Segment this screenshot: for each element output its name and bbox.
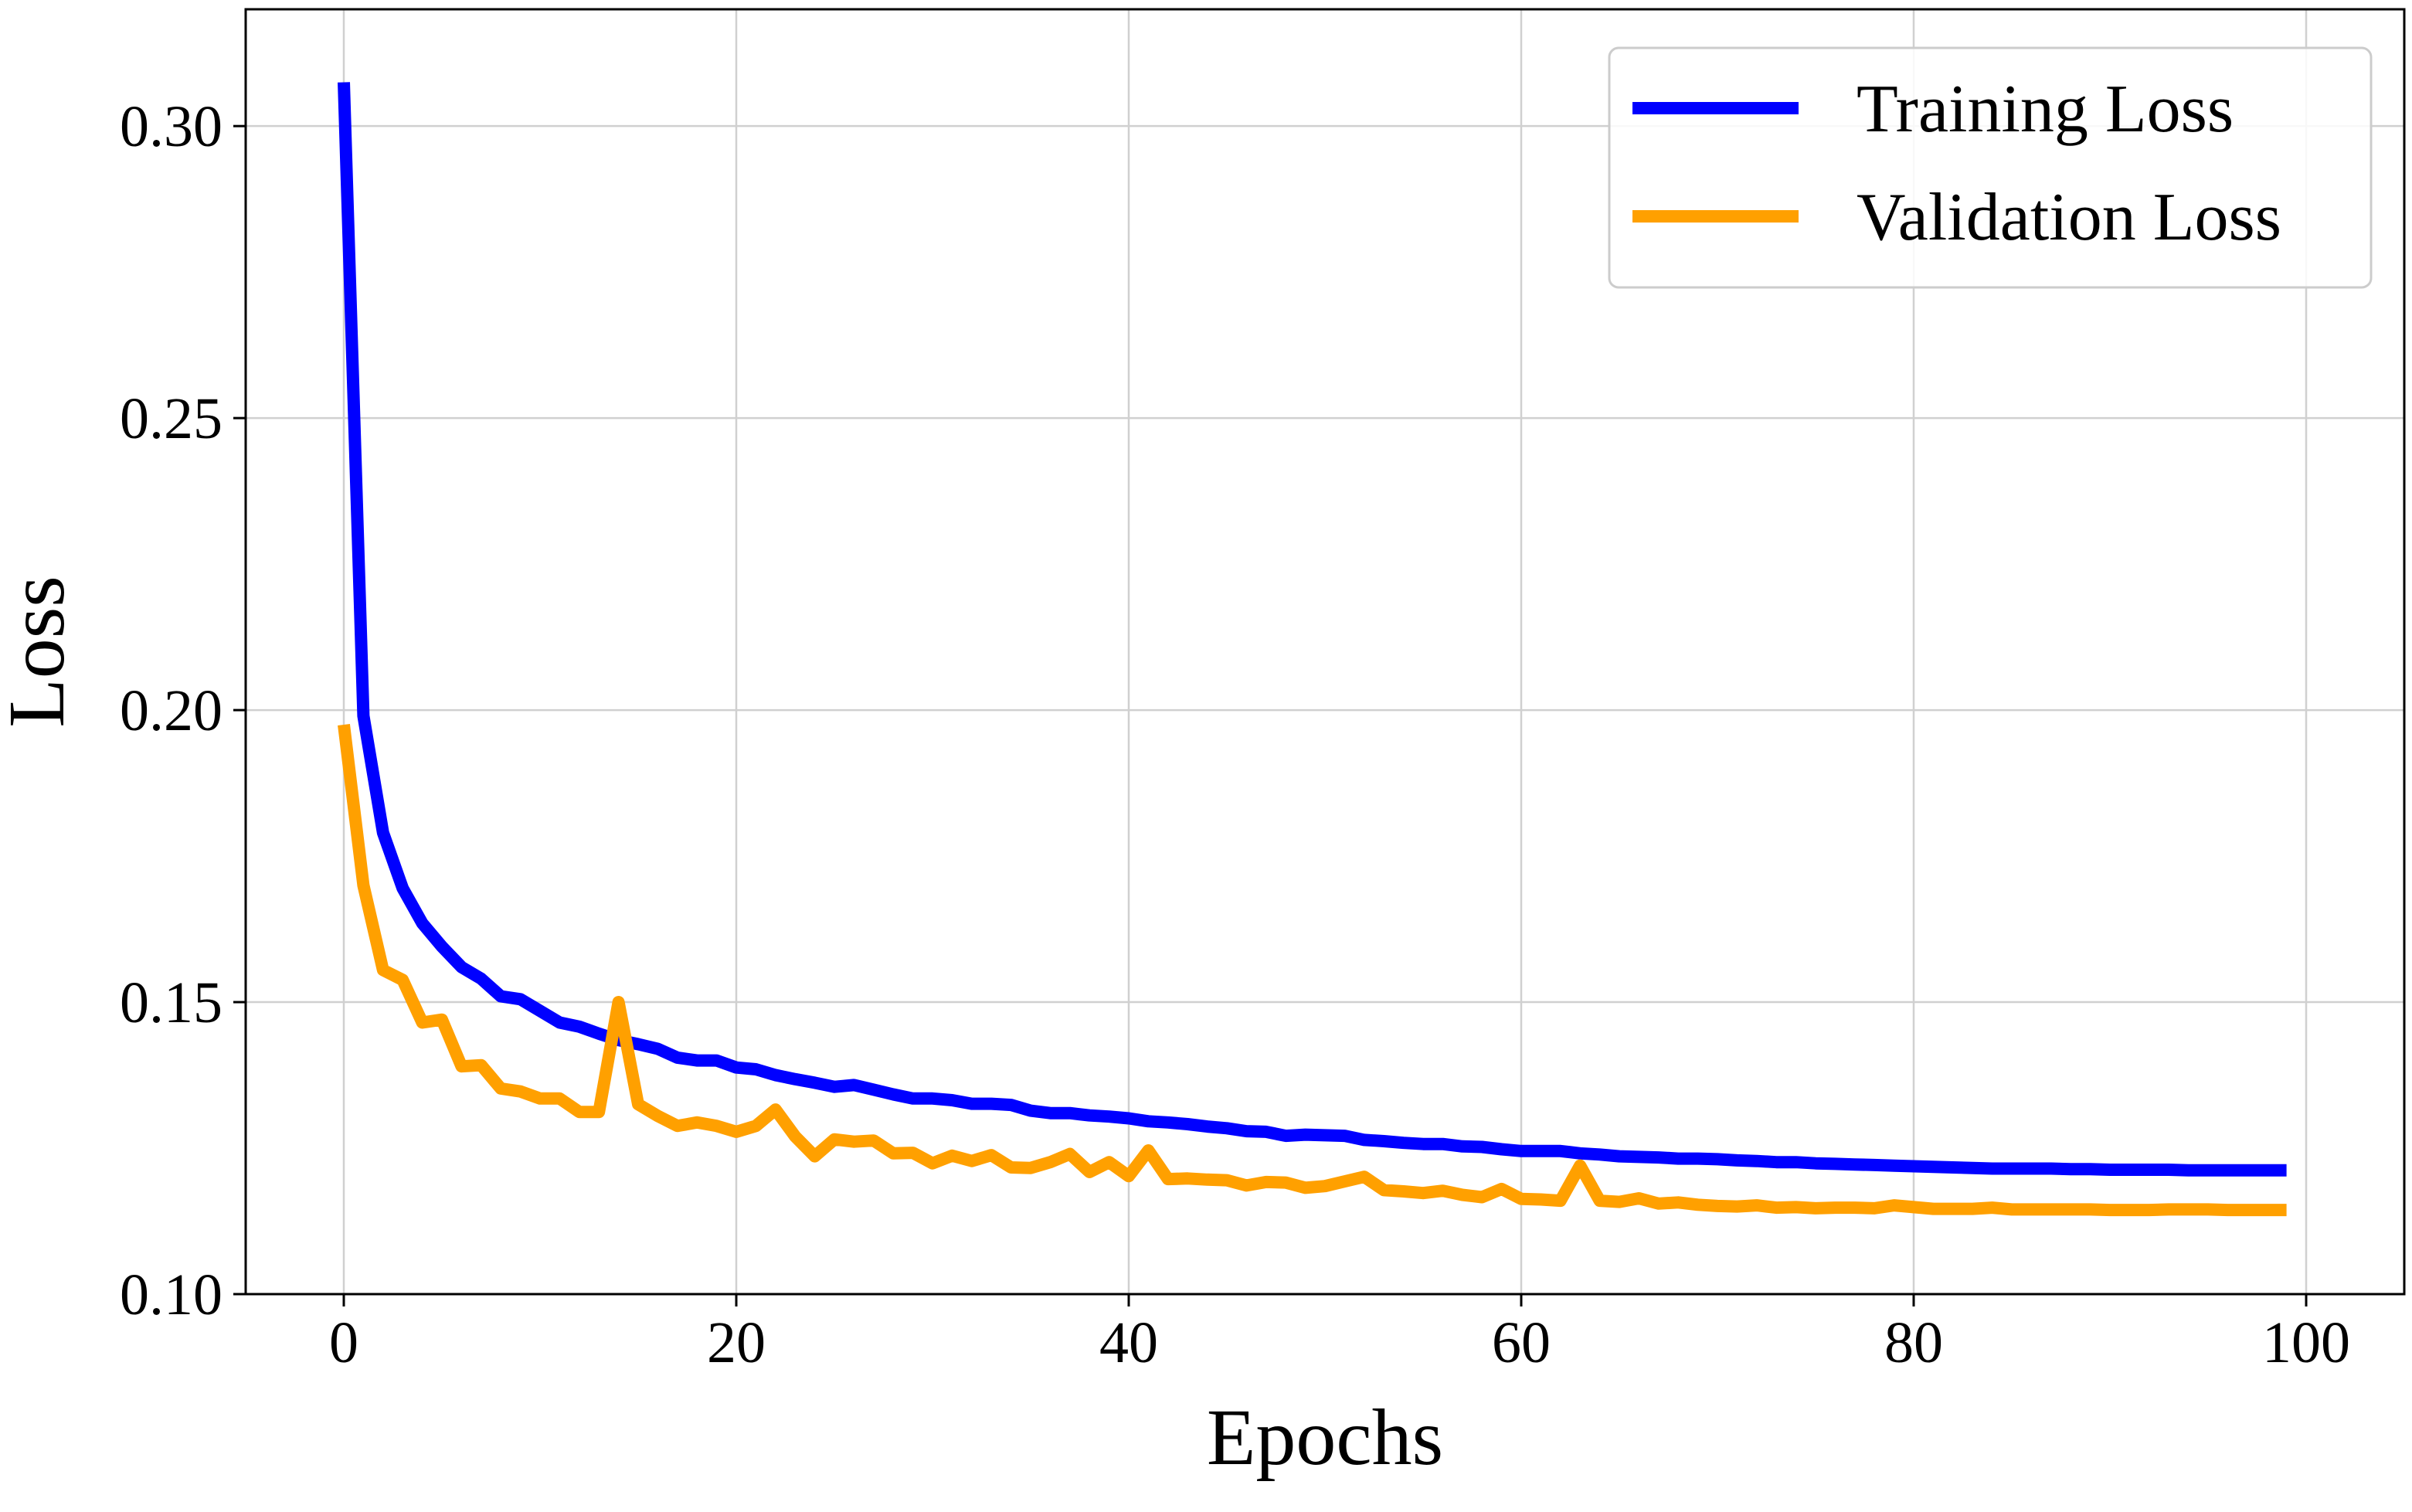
legend-label: Training Loss	[1857, 72, 2234, 147]
legend-box	[1608, 46, 2373, 289]
x-tick-label: 80	[1884, 1310, 1943, 1375]
x-axis-label: Epochs	[1207, 1393, 1443, 1482]
y-tick-label: 0.20	[120, 678, 223, 743]
y-axis-label: Loss	[0, 576, 81, 727]
x-tick-label: 100	[2262, 1310, 2350, 1375]
y-tick-label: 0.10	[120, 1262, 223, 1327]
series-line-training-loss	[338, 82, 2287, 1177]
legend: Training Loss Validation Loss	[1608, 46, 2373, 289]
x-tick-label: 0	[329, 1310, 358, 1375]
x-tick-label: 60	[1492, 1310, 1551, 1375]
tick-layer: 0 20 40 60 80 100 0.10 0.15 0.20 0.25 0.30	[120, 94, 2350, 1375]
plot-frame	[244, 8, 2406, 1296]
x-tick-label: 40	[1099, 1310, 1158, 1375]
series-line-validation-loss	[338, 724, 2287, 1217]
y-tick-label: 0.25	[120, 386, 223, 451]
y-tick-label: 0.30	[120, 94, 223, 159]
y-tick-label: 0.15	[120, 970, 223, 1035]
series-layer	[338, 82, 2287, 1217]
x-tick-label: 20	[707, 1310, 766, 1375]
legend-label: Validation Loss	[1857, 180, 2281, 255]
